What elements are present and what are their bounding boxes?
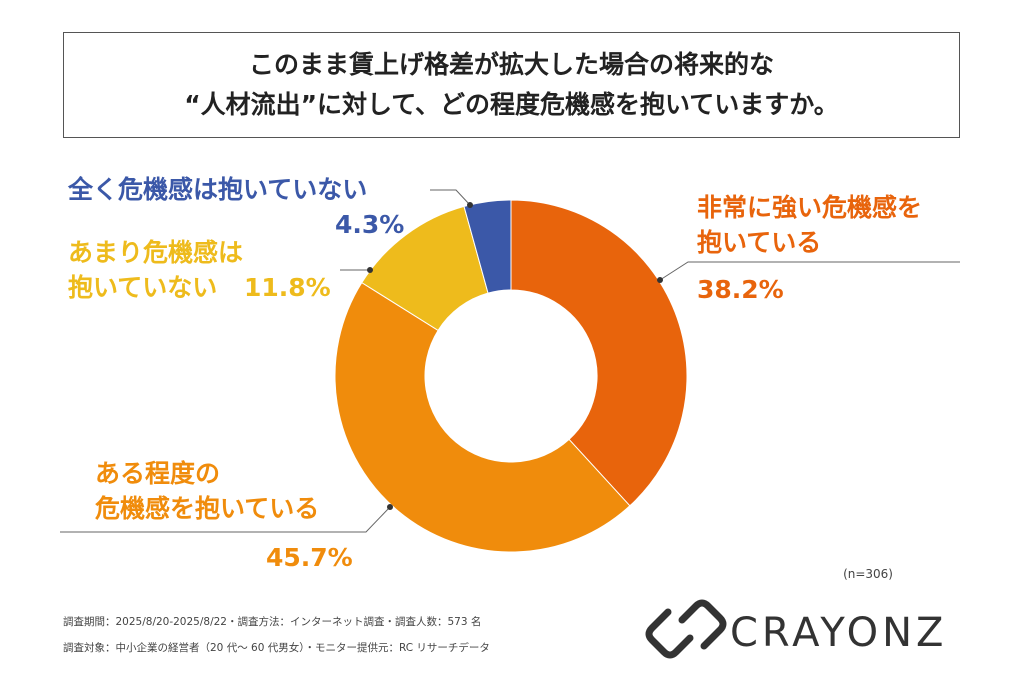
brand: CRAYONZ bbox=[730, 610, 947, 656]
footnote: 調査期間：2025/8/20-2025/8/22・調査方法：インターネット調査・… bbox=[63, 616, 482, 628]
category-label: あまり危機感は 抱いていない bbox=[68, 238, 244, 302]
category-label: ある程度の 危機感を抱いている bbox=[95, 459, 320, 523]
donut-slice bbox=[334, 281, 631, 553]
category-label: 全く危機感は抱いていない bbox=[68, 175, 368, 204]
leader-line bbox=[60, 506, 391, 533]
donut-slice bbox=[463, 199, 512, 294]
value-label: 11.8% bbox=[244, 273, 331, 302]
value-label: 4.3% bbox=[335, 210, 405, 239]
value-label: 38.2% bbox=[697, 275, 784, 304]
brand-icon bbox=[645, 599, 727, 659]
category-label: 非常に強い危機感を 抱いている bbox=[697, 193, 923, 257]
chart-title: このまま賃上げ格差が拡大した場合の将来的な “人材流出”に対して、どの程度危機感… bbox=[63, 32, 960, 138]
donut-slice bbox=[510, 199, 688, 507]
leader-dot bbox=[657, 277, 663, 283]
leader-line bbox=[659, 261, 960, 281]
leader-line bbox=[430, 189, 471, 206]
leader-dot bbox=[367, 267, 373, 273]
value-label: 45.7% bbox=[266, 543, 353, 572]
leader-dot bbox=[467, 202, 473, 208]
footnote: 調査対象：中小企業の経営者（20 代〜 60 代男女）・モニター提供元：RC リ… bbox=[63, 642, 490, 654]
leader-dot bbox=[387, 504, 393, 510]
sample-note: (n=306) bbox=[843, 567, 893, 581]
